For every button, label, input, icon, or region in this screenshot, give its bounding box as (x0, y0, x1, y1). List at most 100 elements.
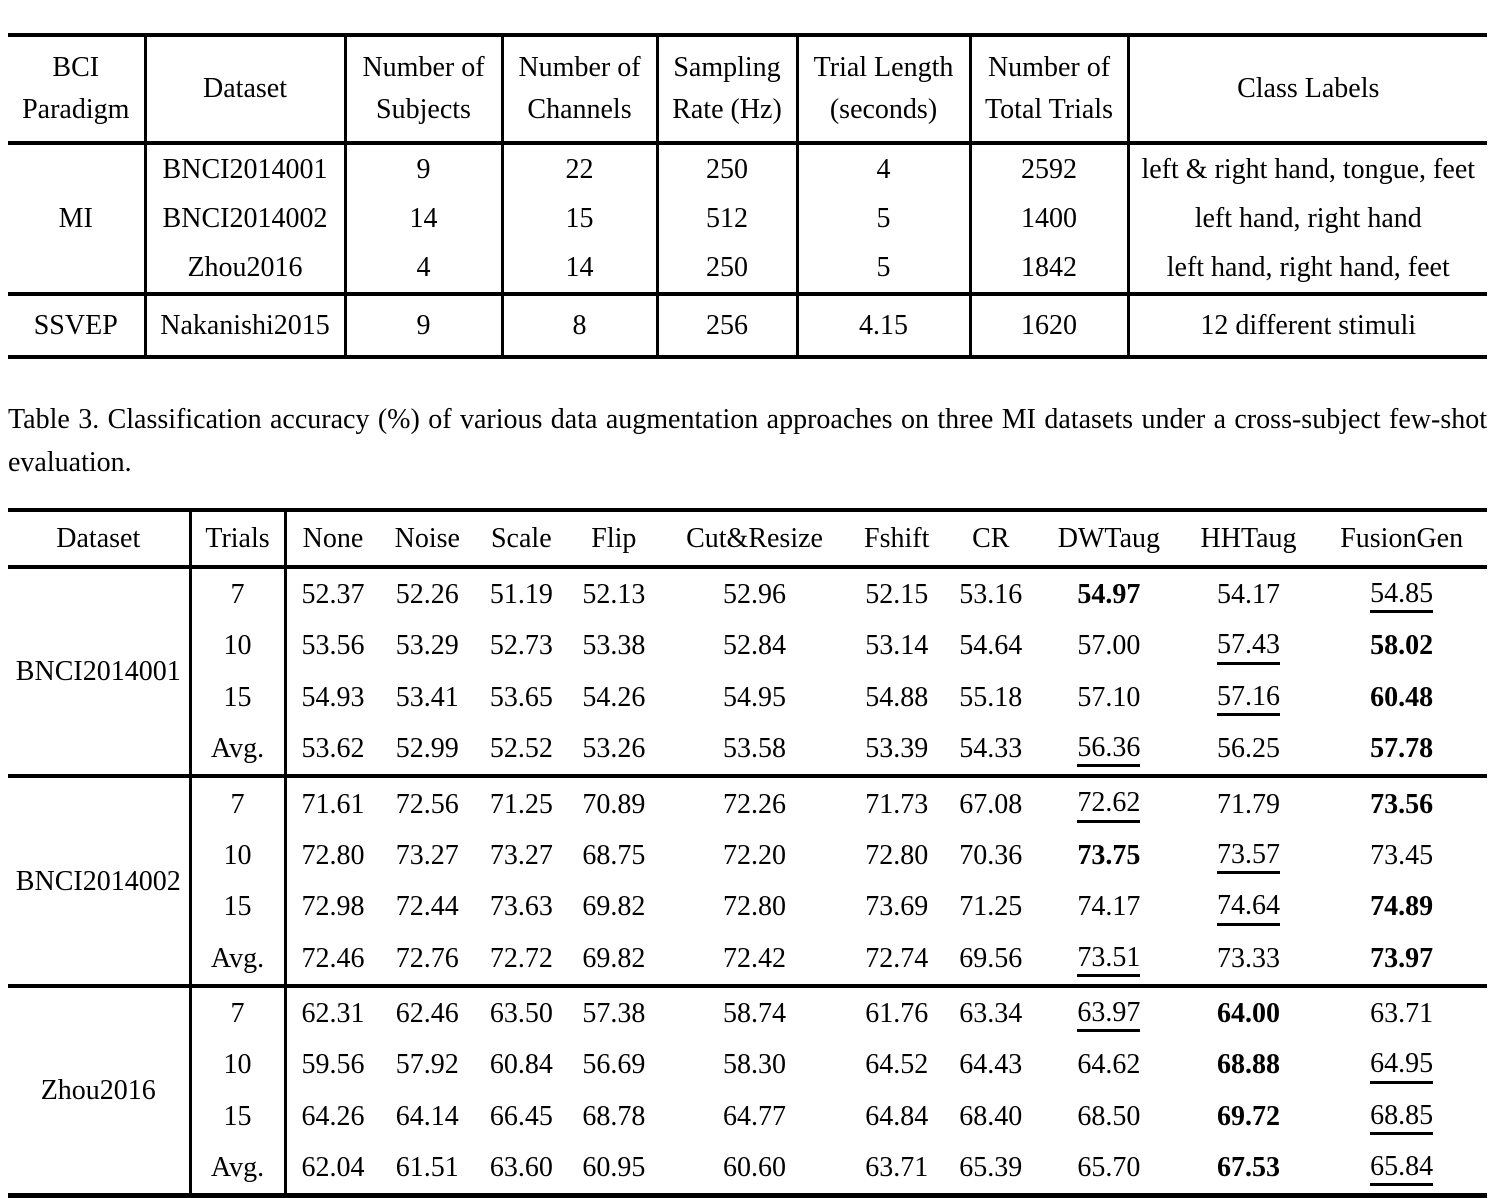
table-cell: 64.00 (1181, 986, 1317, 1039)
table-cell: 9 (343, 294, 502, 357)
table-cell: 53.58 (660, 723, 849, 776)
table-cell: 64.14 (379, 1091, 475, 1142)
value: 72.26 (723, 788, 787, 820)
best-value: 64.00 (1217, 998, 1281, 1030)
value: 53.62 (301, 733, 365, 765)
second-best-value: 65.84 (1370, 1152, 1434, 1187)
value: 51.19 (489, 578, 553, 610)
table-cell: 63.71 (1316, 986, 1487, 1039)
value: 54.26 (582, 681, 646, 713)
table-cell: BNCI2014002 (143, 194, 345, 243)
table-cell: 58.74 (660, 986, 849, 1039)
table-row: Zhou2016 4 14 250 5 1842 left hand, right hand… (8, 243, 1487, 294)
table-cell: 68.50 (1037, 1091, 1181, 1142)
value: 52.13 (582, 578, 646, 610)
best-value: 57.78 (1370, 733, 1434, 765)
table-cell: 5 (795, 194, 970, 243)
table-cell: 72.74 (849, 933, 945, 986)
value: 72.72 (489, 942, 553, 974)
table-row: BNCI2014002 7 71.61 72.56 71.25 70.89 72.26 71.… (8, 776, 1487, 897)
value: 65.39 (959, 1152, 1023, 1184)
table-cell: 512 (655, 194, 797, 243)
table-cell: 73.63 (475, 881, 568, 932)
value: 54.64 (959, 630, 1023, 662)
trials-cell: 15 (188, 671, 285, 723)
value: 53.39 (865, 733, 929, 765)
table-cell: 59.56 (283, 1039, 380, 1091)
value: 57.38 (582, 998, 646, 1030)
table-cell: 52.15 (849, 567, 945, 620)
table-cell: 57.00 (1037, 620, 1181, 671)
second-best-value: 54.85 (1370, 578, 1434, 614)
header-flip: Flip (591, 522, 637, 554)
value: 54.88 (865, 681, 929, 713)
table-cell: 64.43 (945, 1039, 1038, 1090)
dataset-label: Zhou2016 (40, 1075, 156, 1107)
table-cell: 5 (795, 243, 970, 294)
header-cut-resize: Cut&Resize (686, 522, 823, 554)
table-cell: 53.14 (849, 620, 945, 671)
table-cell: 73.27 (475, 830, 568, 881)
results-table: Dataset Trials None Noise Scale Flip Cut… (8, 507, 1487, 1198)
table-row: Avg. 72.46 72.76 72.72 69.82 72.42 72.74 69.56 7… (8, 932, 1487, 986)
table-cell: 64.95 (1316, 1039, 1487, 1090)
table-cell: 61.76 (849, 986, 945, 1039)
table-row: Avg. 53.62 52.99 52.52 53.26 53.58 53.39 54.33 5… (8, 722, 1487, 777)
trials-cell: 15 (188, 1090, 285, 1143)
value: 72.80 (865, 839, 929, 871)
table-cell: 52.99 (379, 723, 475, 776)
table-cell: 72.62 (1037, 776, 1181, 829)
value: 53.16 (959, 578, 1023, 610)
table-row: Avg. 62.04 61.51 63.60 60.95 60.60 63.71 65.39 6… (8, 1142, 1487, 1196)
table-cell: 58.30 (660, 1039, 849, 1090)
table-cell: 2592 (968, 143, 1128, 194)
table-cell: 56.69 (568, 1039, 661, 1090)
header-cr: CR (972, 522, 1010, 554)
value: 61.76 (865, 998, 929, 1030)
value: 52.26 (395, 578, 459, 610)
table-cell: 54.95 (660, 672, 849, 723)
table-cell: 73.27 (379, 830, 475, 881)
header-trials: Trials (188, 509, 285, 567)
table-cell: 52.52 (475, 723, 568, 776)
table-cell: BNCI2014001 (143, 143, 345, 194)
value: 73.45 (1370, 839, 1434, 871)
header-trial-length: Trial Length (seconds) (795, 35, 970, 143)
table-cell: 72.26 (660, 776, 849, 829)
table-cell: 53.65 (475, 672, 568, 723)
table-cell: 61.51 (379, 1142, 475, 1196)
header-row: Dataset Trials None Noise Scale Flip Cut… (8, 509, 1487, 567)
value: 63.34 (959, 998, 1023, 1030)
best-value: 54.97 (1077, 578, 1141, 610)
table-cell: 4 (795, 143, 970, 194)
table-row: 10 53.56 53.29 52.73 53.38 52.84 53.14 54.64 57.… (8, 620, 1487, 672)
table-cell: 69.82 (568, 933, 661, 986)
second-best-value: 57.43 (1217, 630, 1281, 665)
table-cell: 73.51 (1037, 933, 1181, 986)
table-cell: 57.38 (568, 986, 661, 1039)
table-cell: 69.56 (945, 933, 1038, 986)
header-noise: Noise (394, 522, 460, 554)
value: 54.93 (301, 681, 365, 713)
table-cell: 57.43 (1181, 620, 1317, 671)
value: 53.65 (489, 681, 553, 713)
table-cell: 64.52 (849, 1039, 945, 1090)
table-row: 15 64.26 64.14 66.45 68.78 64.77 64.84 68.40 68.… (8, 1090, 1487, 1143)
table-cell: 72.80 (660, 881, 849, 932)
table-cell: 53.38 (568, 620, 661, 671)
trials-cell: Avg. (188, 932, 285, 986)
table-cell: 72.44 (379, 881, 475, 932)
table-cell: 69.72 (1181, 1091, 1317, 1142)
table-cell: 54.33 (945, 723, 1038, 776)
table-cell: 60.60 (660, 1142, 849, 1196)
value: 73.27 (395, 839, 459, 871)
value: 68.50 (1077, 1100, 1141, 1132)
value: 53.41 (395, 681, 459, 713)
table-cell: 56.25 (1181, 723, 1317, 776)
table-cell: 68.78 (568, 1091, 661, 1142)
second-best-value: 73.51 (1077, 942, 1141, 977)
value: 61.51 (395, 1152, 459, 1184)
trials-cell: 15 (188, 881, 285, 933)
table-cell: 62.46 (379, 986, 475, 1039)
value: 69.82 (582, 891, 646, 923)
